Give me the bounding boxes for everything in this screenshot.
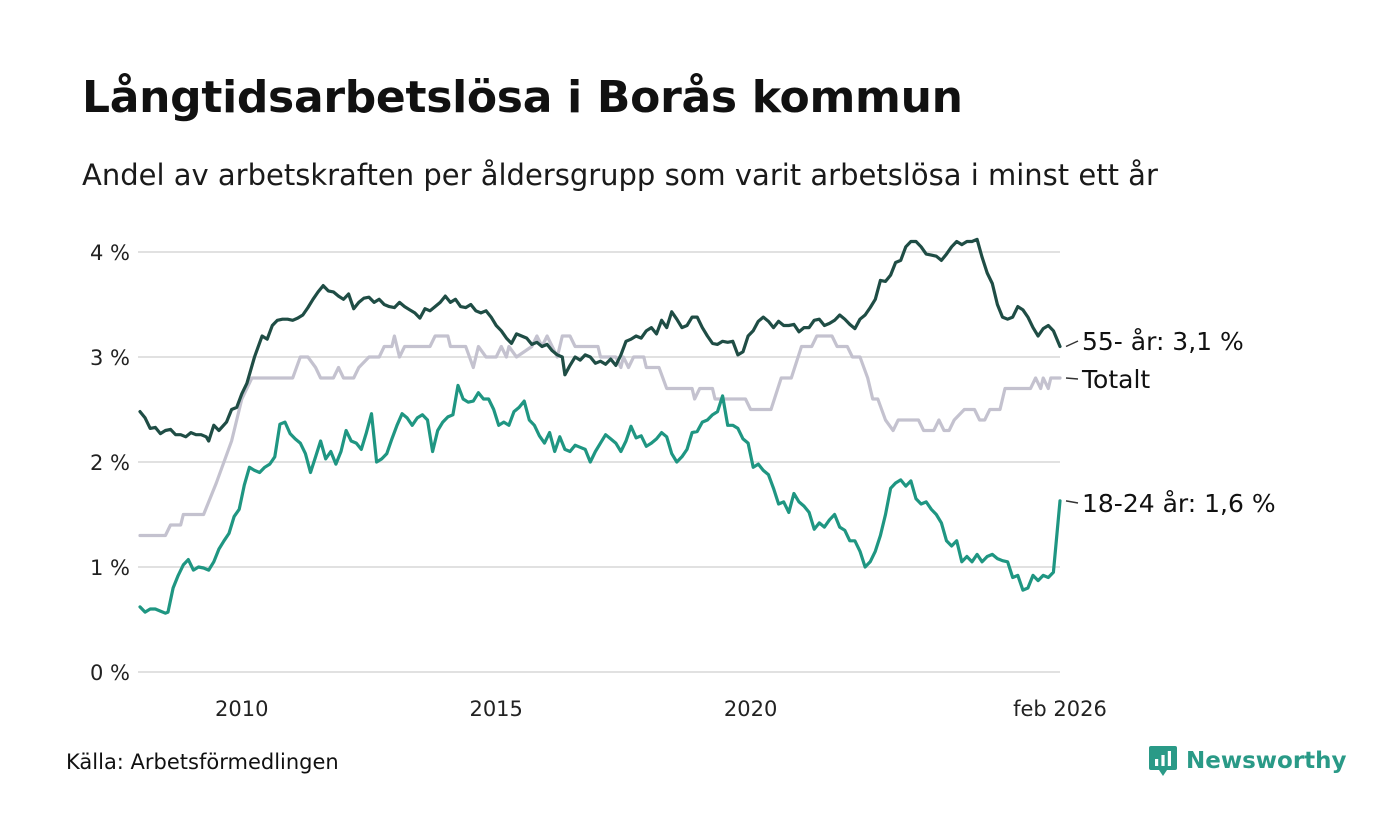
end-label-connector bbox=[1065, 377, 1079, 380]
y-tick-label: 3 % bbox=[90, 346, 130, 370]
end-label-totalt: Totalt bbox=[1081, 365, 1150, 394]
end-label-connector bbox=[1065, 500, 1079, 504]
newsworthy-logo-icon bbox=[1149, 746, 1177, 776]
brand-logo: Newsworthy bbox=[1148, 744, 1347, 778]
end-label-connector bbox=[1065, 340, 1079, 348]
y-tick-label: 0 % bbox=[90, 661, 130, 685]
x-tick-label: 2020 bbox=[724, 697, 777, 721]
y-tick-label: 4 % bbox=[90, 241, 130, 265]
y-tick-label: 1 % bbox=[90, 556, 130, 580]
series-line-55-r bbox=[138, 237, 1062, 443]
x-tick-label: feb 2026 bbox=[1013, 697, 1107, 721]
x-tick-label: 2010 bbox=[215, 697, 268, 721]
series-line-18-24-r bbox=[138, 383, 1062, 615]
y-tick-label: 2 % bbox=[90, 451, 130, 475]
chart-title: Långtidsarbetslösa i Borås kommun bbox=[82, 72, 963, 123]
x-tick-label: 2015 bbox=[469, 697, 522, 721]
end-label-55-r: 55- år: 3,1 % bbox=[1082, 327, 1244, 356]
end-label-18-24-r: 18-24 år: 1,6 % bbox=[1082, 489, 1276, 518]
series-line-totalt bbox=[138, 334, 1062, 538]
chart-subtitle: Andel av arbetskraften per åldersgrupp s… bbox=[82, 158, 1158, 192]
brand-name: Newsworthy bbox=[1186, 748, 1347, 774]
source-note: Källa: Arbetsförmedlingen bbox=[66, 750, 339, 774]
